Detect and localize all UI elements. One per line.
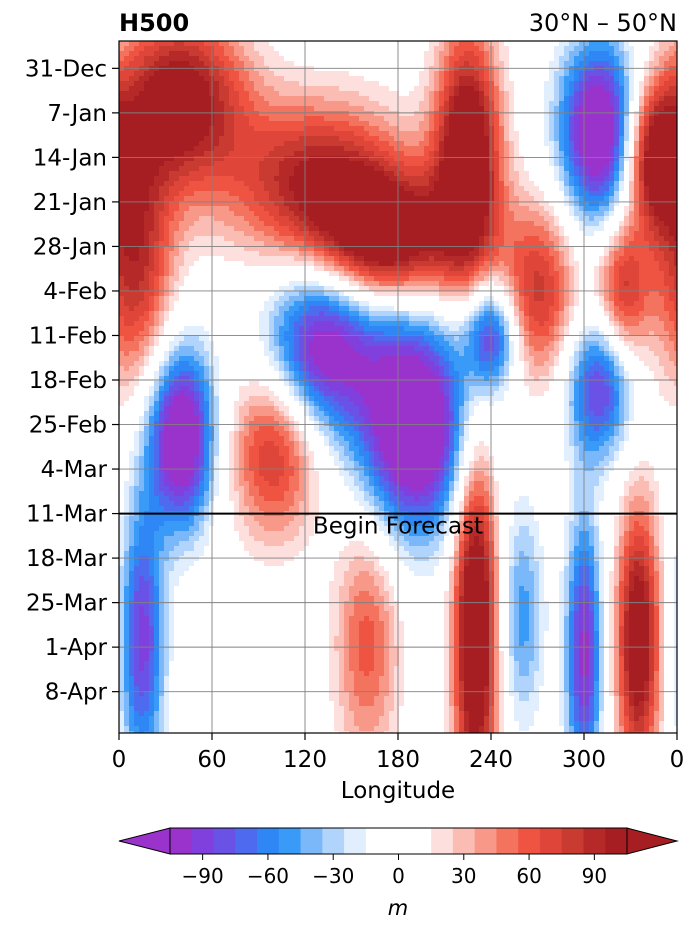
y-tick-label: 31-Dec — [25, 56, 107, 82]
colorbar: −90 −60 −30 0 30 60 90 — [118, 827, 679, 888]
y-tick-label: 1-Apr — [45, 635, 108, 661]
x-tick-label: 120 — [283, 747, 327, 773]
colorbar-swatch — [235, 828, 258, 854]
x-tick-label: 180 — [376, 747, 420, 773]
y-tick-label: 7-Jan — [47, 101, 107, 127]
colorbar-swatch — [539, 828, 563, 854]
y-tick-label: 14-Jan — [33, 145, 107, 171]
colorbar-tick-label: −90 — [182, 864, 224, 888]
colorbar-swatch — [583, 828, 606, 854]
colorbar-swatch — [365, 828, 432, 854]
y-tick-label: 18-Feb — [29, 368, 107, 394]
x-tick-label: 0 — [670, 747, 685, 773]
y-tick-label: 11-Mar — [26, 502, 108, 528]
colorbar-swatch — [474, 828, 497, 854]
anomaly-field — [119, 41, 677, 733]
colorbar-extend-over — [626, 827, 679, 855]
x-axis: 0 60 120 180 240 300 0 — [112, 733, 685, 773]
colorbar-swatch — [278, 828, 302, 854]
y-tick-label: 11-Feb — [29, 323, 107, 349]
y-axis: 31-Dec 7-Jan 14-Jan 21-Jan 28-Jan 4-Feb 11-Feb… — [25, 56, 119, 706]
forecast-label: Begin Forecast — [313, 514, 483, 540]
colorbar-tick-label: 60 — [516, 864, 541, 888]
colorbar-swatch — [561, 828, 584, 854]
y-tick-label: 25-Mar — [26, 591, 108, 617]
colorbar-tick-label: 0 — [392, 864, 405, 888]
colorbar-swatch — [605, 828, 628, 854]
colorbar-swatch — [257, 828, 280, 854]
colorbar-swatch — [344, 828, 367, 854]
colorbar-tick-label: −60 — [247, 864, 289, 888]
colorbar-swatch — [213, 828, 236, 854]
chart-title-right: 30°N – 50°N — [529, 9, 677, 37]
x-tick-label: 0 — [112, 747, 127, 773]
colorbar-swatch — [322, 828, 345, 854]
y-tick-label: 4-Mar — [41, 457, 108, 483]
colorbar-swatch — [452, 828, 476, 854]
x-tick-label: 60 — [197, 747, 226, 773]
x-tick-label: 300 — [562, 747, 606, 773]
colorbar-label: m — [388, 896, 408, 920]
colorbar-swatch — [496, 828, 519, 854]
y-tick-label: 28-Jan — [33, 234, 107, 260]
y-tick-label: 25-Feb — [29, 413, 107, 439]
grid-lines — [119, 41, 677, 733]
colorbar-swatch — [518, 828, 541, 854]
y-tick-label: 8-Apr — [45, 680, 108, 706]
colorbar-tick-label: −30 — [312, 864, 354, 888]
colorbar-tick-label: 90 — [582, 864, 607, 888]
x-axis-label: Longitude — [341, 778, 455, 804]
colorbar-tick-label: 30 — [451, 864, 476, 888]
colorbar-swatch — [300, 828, 323, 854]
colorbar-extend-under — [118, 827, 171, 855]
x-tick-label: 240 — [469, 747, 513, 773]
y-tick-label: 4-Feb — [43, 279, 107, 305]
y-tick-label: 18-Mar — [26, 546, 108, 572]
chart-title-left: H500 — [119, 9, 189, 37]
colorbar-swatch — [170, 828, 193, 854]
colorbar-swatch — [191, 828, 215, 854]
colorbar-swatch — [431, 828, 454, 854]
y-tick-label: 21-Jan — [33, 190, 107, 216]
